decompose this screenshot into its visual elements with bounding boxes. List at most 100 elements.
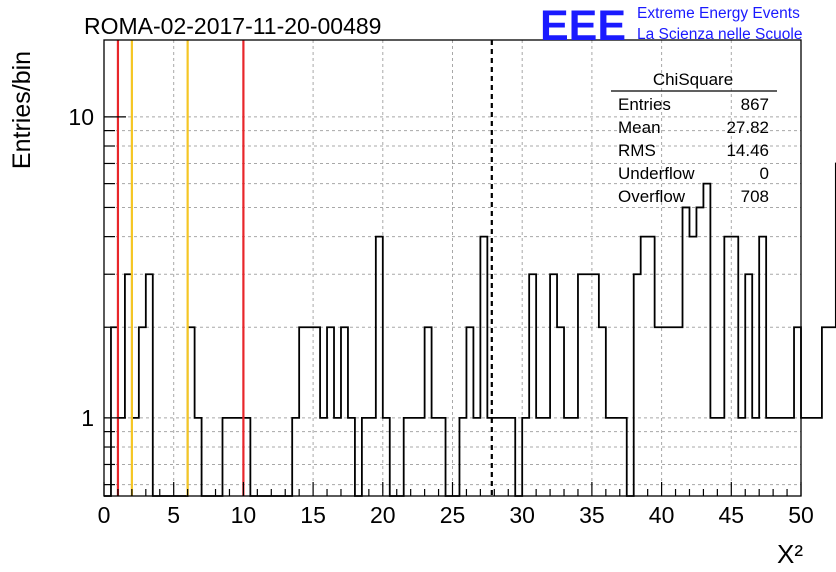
histogram-outline (104, 162, 836, 497)
histogram-bin (139, 327, 146, 496)
histogram-bin (571, 418, 578, 496)
axis-ticks: 0 5 10 15 20 25 30 35 40 45 50 1 10 (68, 104, 813, 528)
histogram-bin (522, 418, 529, 496)
stats-value-rms: 14.46 (726, 141, 769, 160)
histogram-bin (822, 327, 829, 496)
histogram-bin (494, 418, 501, 496)
x-tick-label: 15 (300, 502, 326, 528)
x-tick-label: 20 (370, 502, 396, 528)
histogram-bin (592, 274, 599, 496)
histogram-bin (794, 327, 801, 496)
y-tick-label: 10 (68, 104, 94, 130)
histogram-bin (334, 418, 341, 496)
histogram-bin (292, 418, 299, 496)
histogram-bin (752, 418, 759, 496)
histogram-bin (634, 274, 641, 496)
histogram-bin (689, 237, 696, 496)
histogram-bin (808, 418, 815, 496)
histogram-bin (466, 327, 473, 496)
histogram-bin (801, 418, 808, 496)
histogram-bin (299, 327, 306, 496)
histogram-bin (222, 418, 229, 496)
histogram-bin (369, 418, 376, 496)
histogram-bin (557, 327, 564, 496)
x-tick-label: 25 (440, 502, 466, 528)
stats-box: ChiSquare Entries 867 Mean 27.82 RMS 14.… (611, 70, 777, 206)
histogram-bin (766, 418, 773, 496)
x-tick-label: 35 (579, 502, 605, 528)
stats-label-rms: RMS (618, 141, 656, 160)
histogram-bin (501, 418, 508, 496)
stats-value-mean: 27.82 (726, 118, 769, 137)
histogram-bin (676, 327, 683, 496)
histogram-bin (348, 418, 355, 496)
histogram-bin (313, 327, 320, 496)
histogram (104, 162, 836, 497)
histogram-bin (341, 327, 348, 496)
stats-title: ChiSquare (653, 70, 733, 89)
histogram-bin (731, 237, 738, 496)
logo-line-2: La Scienza nelle Scuole (637, 26, 802, 43)
histogram-bin (536, 418, 543, 496)
logo-mark: EEE (540, 2, 626, 50)
histogram-bin (815, 418, 822, 496)
histogram-bin (829, 327, 836, 496)
histogram-bin (543, 418, 550, 496)
histogram-bin (696, 207, 703, 496)
histogram-bin (529, 274, 536, 496)
histogram-bin (404, 418, 411, 496)
histogram-bin (425, 327, 432, 496)
stats-label-overflow: Overflow (618, 187, 686, 206)
x-tick-label: 0 (98, 502, 111, 528)
histogram-bin (620, 418, 627, 496)
histogram-bin (480, 237, 487, 496)
histogram-bin (724, 237, 731, 496)
histogram-bin (320, 418, 327, 496)
x-axis-label: X² (777, 539, 803, 569)
histogram-bin (327, 327, 334, 496)
grid (104, 40, 801, 496)
histogram-bin (641, 237, 648, 496)
histogram-bin (418, 418, 425, 496)
marker-lines (116, 40, 493, 496)
x-tick-label: 40 (649, 502, 675, 528)
x-tick-label: 10 (231, 502, 257, 528)
chart-title: ROMA-02-2017-11-20-00489 (84, 13, 381, 39)
histogram-bin (362, 418, 369, 496)
histogram-bin (195, 418, 202, 496)
histogram-bin (578, 274, 585, 496)
histogram-bin (773, 418, 780, 496)
histogram-bin (759, 237, 766, 496)
stats-value-overflow: 708 (741, 187, 769, 206)
logo-line-1: Extreme Energy Events (637, 5, 800, 22)
x-tick-label: 45 (719, 502, 745, 528)
y-axis-label: Entries/bin (8, 51, 36, 169)
histogram-bin (229, 418, 236, 496)
histogram-bin (780, 418, 787, 496)
histogram-bin (662, 327, 669, 496)
histogram-bin (599, 327, 606, 496)
histogram-bin (717, 418, 724, 496)
histogram-bin (613, 418, 620, 496)
histogram-bin (710, 418, 717, 496)
x-tick-label: 50 (788, 502, 814, 528)
histogram-bin (508, 418, 515, 496)
histogram-bin (738, 418, 745, 496)
x-tick-label: 30 (509, 502, 535, 528)
histogram-bin (146, 274, 153, 496)
histogram-bin (376, 237, 383, 496)
histogram-bin (411, 418, 418, 496)
histogram-bin (459, 418, 466, 496)
histogram-bin (585, 274, 592, 496)
histogram-bin (745, 274, 752, 496)
histogram-bin (648, 237, 655, 496)
y-tick-label: 1 (81, 405, 94, 431)
histogram-bin (669, 327, 676, 496)
stats-label-underflow: Underflow (618, 164, 695, 183)
histogram-bin (683, 207, 690, 496)
histogram-bin (432, 418, 439, 496)
histogram-bin (550, 274, 557, 496)
histogram-bin (703, 184, 710, 496)
histogram-bin (306, 327, 313, 496)
